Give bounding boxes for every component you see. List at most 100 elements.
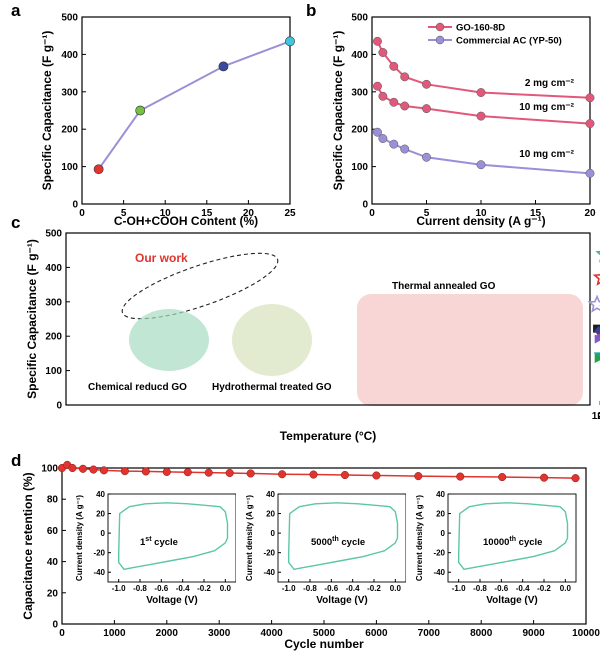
cv-inset-xtick-label: -0.6 [494,584,508,593]
panel-d-ytick-label: 40 [47,557,59,568]
cv-cycle-number: 5000 [311,537,332,548]
cv-inset-xtick-label: -0.8 [303,584,317,593]
cv-inset-xlabel: Voltage (V) [316,595,367,606]
panel-c-axes [65,232,591,406]
cv-inset-ytick-label: 0 [441,529,446,538]
panel-c-ytick-label: 300 [45,297,62,308]
panel-a-xtick-label: 15 [201,208,213,219]
panel-a-xtick-label: 5 [121,208,127,219]
panel-d-point [225,468,234,478]
panel-d-xtick-label: 7000 [418,628,441,639]
cv-cycle-word: cycle [516,537,542,548]
our-work-star [592,273,600,286]
panel-b-ytick-label: 500 [351,13,368,24]
cv-inset-xtick-label: -0.4 [516,584,530,593]
cv-inset-xtick-label: -1.0 [112,584,126,593]
panel-b-point [422,152,431,162]
panel-c-xtick-label: 100 [592,411,600,422]
panel-b-legend-marker [435,35,445,45]
panel-letter-a: a [11,1,21,20]
panel-b-point [389,139,399,149]
panel-c-marker-tri-right [594,334,600,344]
cv-inset-ytick-label: 40 [436,490,445,499]
panel-d-ytick-label: 60 [47,526,59,537]
panel-b-point [389,61,399,71]
cv-inset-xlabel: Voltage (V) [146,595,197,606]
cv-cycle-number: 10000 [483,537,509,548]
panel-d-ytick-label: 20 [47,588,59,599]
panel-d-point [278,470,287,479]
panel-b-point [476,111,486,121]
panel-a-ylabel: Specific Capacitance (F g⁻¹) [40,31,54,191]
cv-inset-xtick-label: -0.2 [197,584,211,593]
panel-c-marker-diamond [594,326,600,337]
panel-b-legend-entry: Commercial AC (YP-50) [456,36,562,47]
panel-d-point [89,465,98,474]
chemical-reduced-region [129,309,209,371]
chemical-reduced-label: Chemical reducd GO [88,382,187,393]
panel-a-xtick-label: 20 [243,208,255,219]
panel-c-ytick-label: 500 [45,229,62,240]
panel-a-ytick-label: 400 [61,50,78,61]
cv-inset-xtick-label: -0.8 [133,584,147,593]
panel-letter-d: d [11,451,21,470]
panel-d-xtick-label: 5000 [313,628,336,639]
cv-inset-xtick-label: -1.0 [452,584,466,593]
panel-b-series-label: 2 mg cm⁻² [525,78,575,89]
panel-b-ytick-label: 300 [351,87,368,98]
panel-d-point [309,470,318,479]
panel-b-point [585,168,595,178]
panel-c-ytick-label: 400 [45,263,62,274]
panel-d-xtick-label: 0 [59,628,65,639]
panel-letter-c: c [11,213,20,232]
cv-inset-ytick-label: 20 [266,510,275,519]
panel-d-point [498,472,507,482]
panel-a-xtick-label: 0 [79,208,85,219]
panel-b-ytick-label: 200 [351,125,368,136]
cv-inset-ylabel: Current density (A g⁻¹) [415,495,424,581]
panel-d-xtick-label: 4000 [260,628,283,639]
cv-inset-axes [447,493,577,583]
panel-b-point [373,36,382,46]
panel-b-xtick-label: 10 [475,208,487,219]
cv-inset-ytick-label: -40 [433,568,445,577]
panel-d-point [183,468,192,477]
panel-b-ytick-label: 0 [362,200,368,211]
panel-d-ytick-label: 0 [52,620,58,631]
panel-d-xtick-label: 1000 [103,628,126,639]
cv-inset-cycle-label: 10000th cycle [483,536,542,548]
panel-d-line [61,464,576,479]
cv-inset-ytick-label: 0 [101,529,106,538]
cv-inset-ylabel: Current density (A g⁻¹) [245,495,254,581]
panel-c-xtick-label: 200 [597,411,600,422]
panel-d-point [571,474,580,483]
panel-letter-b: b [306,1,316,20]
panel-a-point [218,61,229,72]
panel-b-ylabel: Specific Capacitance (F g⁻¹) [331,31,345,191]
panel-a-point [93,164,104,175]
hydrothermal-label: Hydrothermal treated GO [212,382,332,393]
cv-inset-cycle-label: 1st cycle [140,536,178,548]
cv-inset-xtick-label: 0.0 [390,584,402,593]
panel-c-marker-tri-right [594,354,600,364]
our-work-ellipse [121,252,279,320]
cv-inset: -1.0 -0.8 -0.6 -0.4 -0.2 0.0 -40 -20 0 20 40 Voltag… [236,488,414,608]
cv-inset-background [406,488,584,608]
panel-b-point [422,79,431,89]
cv-inset-xtick-label: -0.8 [473,584,487,593]
cv-inset-xlabel: Voltage (V) [486,595,537,606]
cv-inset-ytick-label: -20 [93,549,105,558]
panel-a-xtick-label: 25 [284,208,296,219]
panel-c-xlabel: Temperature (°C) [280,429,377,443]
cv-inset-ytick-label: 0 [271,529,276,538]
panel-b-series-label: 10 mg cm⁻² [519,149,574,160]
cv-inset-ytick-label: 40 [266,490,275,499]
cv-cycle-word: cycle [339,537,365,548]
panel-b-point [373,127,382,137]
cv-inset-xtick-label: -0.4 [176,584,190,593]
hydrothermal-region [232,304,312,376]
panel-c-xtick-label: 1000 [599,411,600,422]
panel-d-point [204,468,213,477]
panel-c-ytick-label: 100 [45,366,62,377]
